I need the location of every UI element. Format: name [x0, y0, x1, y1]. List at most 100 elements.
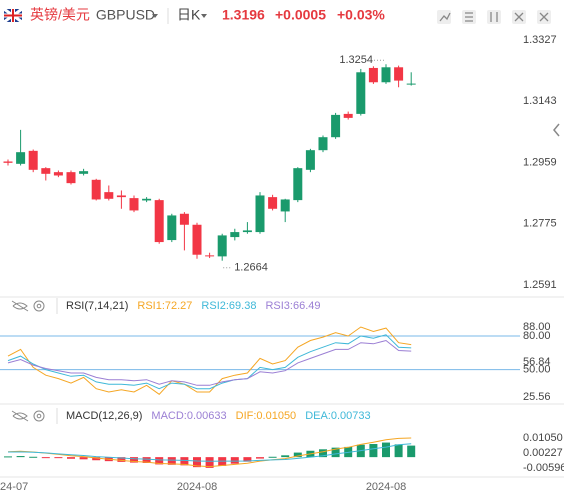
candle-body [28, 150, 38, 170]
candle-body [154, 200, 164, 243]
histogram-bar [142, 457, 151, 463]
candle-body [217, 235, 227, 257]
y-tick-label: 88.00 [523, 321, 551, 333]
y-tick-label: 1.2591 [523, 279, 557, 291]
legend-entry: RSI2:69.38 [201, 300, 256, 312]
pair-name[interactable]: 英镑/美元 [30, 7, 90, 23]
histogram-bar [41, 457, 50, 459]
series-line [7, 437, 412, 468]
legend-entry: MACD:0.00633 [151, 410, 226, 422]
candle-body [91, 179, 101, 200]
candle-body [293, 168, 303, 201]
histogram-bar [54, 457, 63, 459]
histogram-bar [67, 457, 75, 459]
y-tick-label: -0.00596 [523, 462, 564, 474]
histogram-bar [167, 457, 176, 465]
series-line [7, 334, 412, 390]
histogram-bar [205, 457, 214, 468]
y-tick-label: 0.01050 [523, 432, 563, 444]
histogram-bar [281, 455, 290, 458]
candle-body [79, 171, 89, 174]
candle-body [331, 114, 341, 138]
y-tick-label: 1.2775 [523, 218, 557, 230]
indicator-title: MACD(12,26,9) [66, 410, 142, 422]
x-tick-label: 2024-08 [177, 481, 217, 493]
histogram-bar [193, 457, 201, 468]
dropdown-arrow[interactable] [152, 14, 158, 18]
candle-body [381, 67, 391, 83]
rsi-icons [11, 298, 58, 314]
candle-body [343, 113, 353, 118]
candle-body [406, 83, 416, 85]
histogram-bar [407, 445, 416, 458]
candle-body [179, 213, 189, 225]
histogram-bar [155, 457, 164, 465]
candle-body [356, 72, 366, 114]
price-change-pct: +0.03% [337, 7, 385, 23]
histogram-bar [331, 447, 340, 458]
last-price: 1.3196 [222, 7, 265, 23]
tool-fullscreen[interactable] [512, 10, 526, 24]
y-tick-label: 1.3327 [523, 34, 557, 46]
candle-body [394, 67, 404, 81]
candle-body [205, 255, 215, 257]
reference-label: 80.00 [523, 330, 551, 342]
histogram-bar [293, 452, 302, 458]
y-tick-label: 56.84 [523, 356, 551, 368]
settings-icon[interactable] [33, 410, 45, 422]
candles [3, 64, 416, 261]
tool-settings[interactable] [487, 10, 501, 24]
macd-icons [11, 408, 58, 424]
y-tick-label: 25.56 [523, 391, 551, 403]
candle-body [268, 197, 278, 209]
hide-icon[interactable] [11, 410, 29, 422]
series-line [7, 443, 412, 462]
legend-entry: DIF:0.01050 [236, 410, 297, 422]
candle-body [167, 215, 177, 241]
period[interactable]: 日K [177, 7, 201, 23]
histogram-bar [319, 449, 327, 458]
histogram-bar [180, 457, 189, 466]
candle-body [16, 152, 26, 164]
histogram-bar [79, 457, 88, 460]
x-tick-label: 2024-07 [0, 481, 28, 493]
x-tick-label: 2024-08 [366, 481, 406, 493]
candle-body [255, 195, 265, 233]
symbol[interactable]: GBPUSD [96, 7, 155, 23]
candle-body [368, 67, 378, 83]
candle-body [192, 224, 202, 255]
histogram-bar [256, 457, 264, 459]
settings-icon[interactable] [33, 300, 45, 312]
candle-body [280, 199, 290, 212]
legend-entry: DEA:0.00733 [305, 410, 370, 422]
candle-body [116, 195, 126, 198]
dropdown-arrow[interactable] [201, 14, 207, 18]
series-line [7, 326, 412, 395]
candle-body [41, 168, 51, 174]
tool-indicator[interactable] [462, 10, 476, 24]
histogram-bar [382, 442, 390, 458]
candle-body [3, 161, 13, 163]
histogram-bar [16, 456, 25, 458]
candle-body [242, 230, 252, 233]
histogram-bar [117, 457, 126, 462]
candle-body [104, 192, 114, 199]
hide-icon[interactable] [11, 300, 29, 312]
reference-label: 50.00 [523, 364, 551, 376]
candle-body [66, 172, 76, 184]
y-tick-label: 1.3143 [523, 95, 557, 107]
legend-entry: RSI3:66.49 [265, 300, 320, 312]
collapse-arrow[interactable] [553, 123, 560, 137]
price-change: +0.0005 [275, 7, 326, 23]
histogram-bar [130, 457, 138, 463]
tool-close[interactable] [537, 10, 551, 24]
candle-body [318, 137, 328, 151]
tool-draw[interactable] [437, 10, 451, 24]
indicator-title: RSI(7,14,21) [66, 300, 128, 312]
y-tick-label: 1.2959 [523, 156, 557, 168]
toolbar [437, 10, 551, 24]
histogram-bar [243, 457, 252, 462]
candle-body [230, 232, 240, 238]
candle-body [53, 172, 63, 176]
